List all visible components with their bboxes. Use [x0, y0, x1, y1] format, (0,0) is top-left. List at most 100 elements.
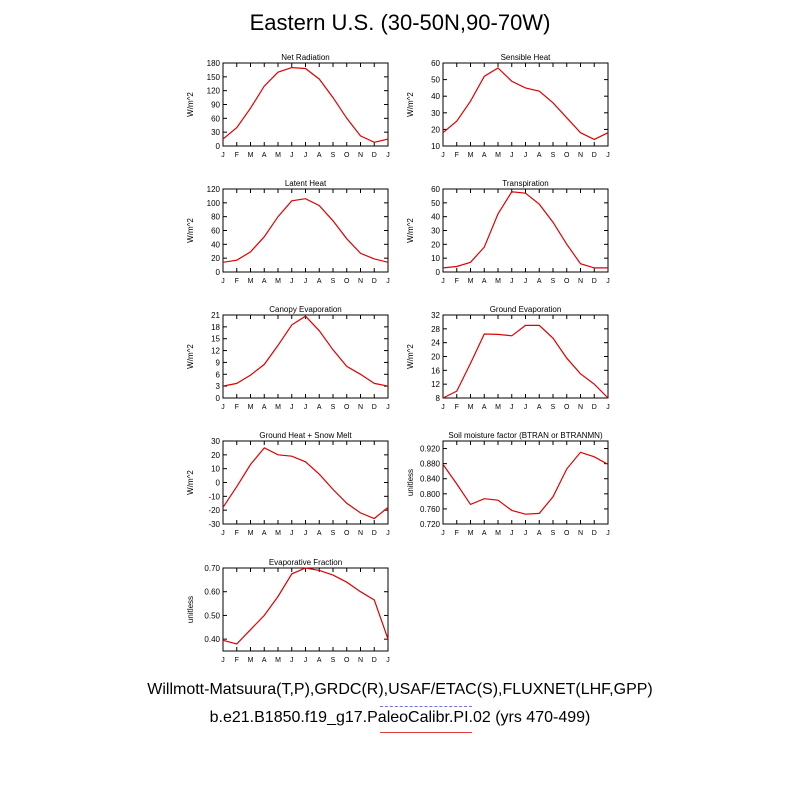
series-line — [222, 66, 389, 143]
x-tick-label: M — [495, 278, 501, 285]
chart-panel: Net Radiation W/m^2 0 30 60 90 120 150 180 J F M A M J… — [186, 53, 390, 159]
y-tick-label: 12 — [211, 347, 220, 356]
x-tick-label: S — [551, 530, 556, 537]
y-tick-label: 3 — [216, 382, 221, 391]
series-line — [442, 451, 609, 515]
x-tick-label: F — [235, 152, 239, 159]
y-tick-label: 0.760 — [420, 505, 441, 514]
y-tick-label: 60 — [431, 59, 440, 68]
x-tick-label: F — [455, 530, 459, 537]
x-tick-label: D — [372, 278, 377, 285]
x-tick-label: D — [372, 530, 377, 537]
y-tick-label: 18 — [211, 323, 220, 332]
x-tick-label: A — [317, 278, 322, 285]
y-tick-label: -30 — [208, 520, 220, 529]
x-tick-label: A — [537, 404, 542, 411]
x-tick-label: J — [290, 657, 294, 664]
y-axis-label: W/m^2 — [186, 470, 195, 495]
x-tick-label: A — [262, 278, 267, 285]
x-tick-label: F — [235, 278, 239, 285]
x-tick-label: J — [221, 530, 225, 537]
x-tick-label: O — [564, 404, 570, 411]
chart-panel: Ground Heat + Snow Melt W/m^2 -30 -20 -10 0 10… — [186, 431, 390, 537]
plot-frame — [222, 440, 389, 525]
x-tick-label: M — [495, 530, 501, 537]
chart-panel: Ground Evaporation W/m^2 8 12 16 20 24 28 32 J F M A… — [406, 305, 610, 411]
x-tick-label: S — [331, 404, 336, 411]
panel-title: Net Radiation — [281, 53, 329, 62]
x-tick-label: N — [358, 152, 363, 159]
y-tick-label: 150 — [207, 73, 221, 82]
x-tick-label: M — [468, 152, 474, 159]
x-tick-label: J — [221, 278, 225, 285]
x-tick-label: N — [578, 404, 583, 411]
y-tick-label: 24 — [431, 339, 440, 348]
x-tick-label: D — [592, 152, 597, 159]
x-tick-label: A — [262, 530, 267, 537]
x-tick-label: J — [290, 404, 294, 411]
series-line — [442, 67, 609, 141]
y-axis-label: unitless — [186, 596, 195, 623]
x-tick-label: A — [537, 278, 542, 285]
x-tick-label: J — [606, 152, 610, 159]
panel-title: Evaporative Fraction — [269, 558, 342, 567]
y-tick-label: 10 — [431, 142, 440, 151]
y-tick-label: 20 — [211, 451, 220, 460]
model-legend-line — [380, 732, 472, 733]
x-tick-label: O — [564, 530, 570, 537]
y-tick-label: 8 — [436, 394, 441, 403]
x-tick-label: N — [578, 278, 583, 285]
x-tick-label: J — [386, 278, 390, 285]
x-tick-label: J — [386, 530, 390, 537]
y-tick-label: 60 — [431, 185, 440, 194]
plot-frame — [222, 62, 389, 147]
x-tick-label: A — [262, 657, 267, 664]
x-tick-label: J — [524, 404, 528, 411]
x-tick-label: J — [524, 278, 528, 285]
y-tick-label: 0.60 — [204, 588, 220, 597]
x-tick-label: M — [495, 404, 501, 411]
x-tick-label: M — [248, 152, 254, 159]
series-line — [222, 447, 389, 520]
y-axis-label: W/m^2 — [406, 92, 415, 117]
y-tick-label: 0 — [216, 394, 221, 403]
x-tick-label: J — [386, 152, 390, 159]
x-tick-label: S — [551, 404, 556, 411]
y-tick-label: 180 — [207, 59, 221, 68]
x-tick-label: O — [564, 152, 570, 159]
x-tick-label: F — [455, 152, 459, 159]
x-tick-label: J — [304, 404, 308, 411]
x-tick-label: N — [578, 152, 583, 159]
y-tick-label: 20 — [211, 254, 220, 263]
chart-panel: Soil moisture factor (BTRAN or BTRANMN) u… — [406, 431, 610, 537]
x-tick-label: S — [331, 530, 336, 537]
y-tick-label: 0 — [216, 268, 221, 277]
panel-title: Canopy Evaporation — [269, 305, 342, 314]
x-tick-label: O — [564, 278, 570, 285]
y-tick-label: 9 — [216, 358, 221, 367]
page-title: Eastern U.S. (30-50N,90-70W) — [249, 10, 551, 35]
series-line — [442, 324, 609, 399]
x-tick-label: A — [482, 530, 487, 537]
y-tick-label: 50 — [431, 199, 440, 208]
x-tick-label: A — [317, 530, 322, 537]
x-tick-label: J — [290, 278, 294, 285]
x-tick-label: N — [358, 657, 363, 664]
y-tick-label: 16 — [431, 366, 440, 375]
x-tick-label: M — [275, 278, 281, 285]
x-tick-label: A — [482, 278, 487, 285]
series-line — [442, 191, 608, 269]
x-tick-label: D — [372, 152, 377, 159]
y-tick-label: 6 — [216, 370, 221, 379]
x-tick-label: J — [510, 530, 514, 537]
x-tick-label: J — [304, 152, 308, 159]
x-tick-label: J — [304, 530, 308, 537]
x-tick-label: N — [578, 530, 583, 537]
x-tick-label: S — [551, 152, 556, 159]
x-tick-label: J — [304, 657, 308, 664]
x-tick-label: J — [221, 404, 225, 411]
x-tick-label: F — [235, 530, 239, 537]
x-tick-label: J — [221, 657, 225, 664]
x-tick-label: J — [290, 530, 294, 537]
